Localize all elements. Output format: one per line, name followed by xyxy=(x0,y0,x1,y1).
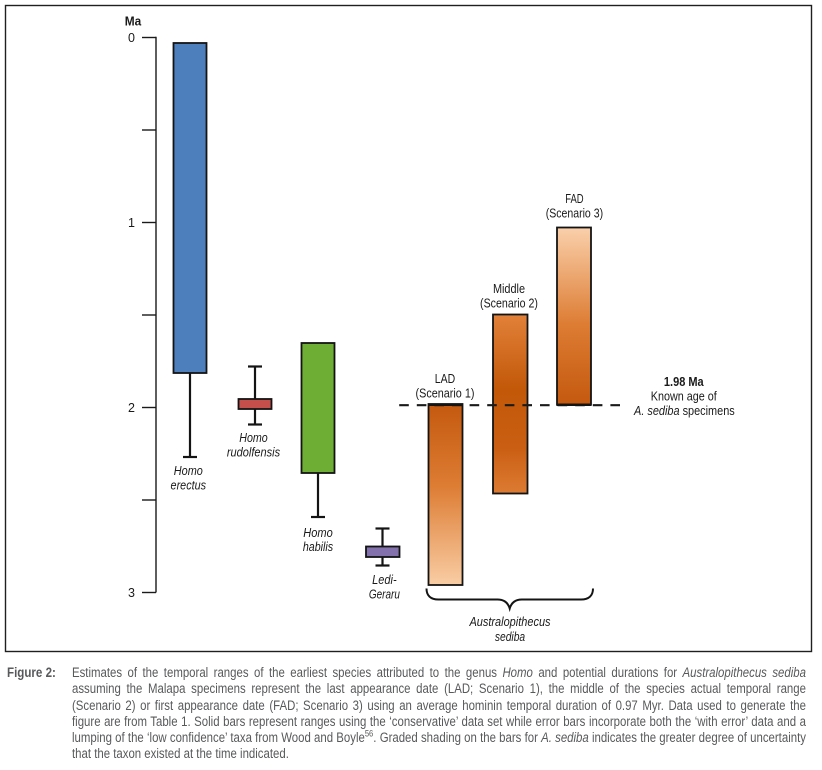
svg-text:Homo: Homo xyxy=(174,464,203,478)
svg-text:habilis: habilis xyxy=(303,540,333,554)
svg-text:Geraru: Geraru xyxy=(369,588,400,602)
svg-text:A. sediba specimens: A. sediba specimens xyxy=(633,404,735,418)
svg-text:2: 2 xyxy=(128,401,135,415)
svg-text:Homo: Homo xyxy=(239,431,268,445)
svg-text:erectus: erectus xyxy=(171,478,207,492)
svg-text:Middle: Middle xyxy=(493,282,525,296)
svg-text:1: 1 xyxy=(128,216,135,230)
svg-text:LAD: LAD xyxy=(435,372,455,386)
svg-text:3: 3 xyxy=(128,586,135,600)
svg-text:Ma: Ma xyxy=(125,15,142,29)
svg-text:Homo: Homo xyxy=(303,526,333,540)
svg-text:1.98 Ma: 1.98 Ma xyxy=(664,375,705,389)
svg-text:Ledi-: Ledi- xyxy=(372,573,397,587)
svg-text:(Scenario 2): (Scenario 2) xyxy=(480,296,538,310)
svg-text:Australopithecus: Australopithecus xyxy=(469,615,551,629)
svg-text:FAD: FAD xyxy=(565,192,583,206)
svg-text:Known age of: Known age of xyxy=(651,390,717,404)
svg-text:0: 0 xyxy=(128,31,135,45)
svg-text:sediba: sediba xyxy=(495,630,525,644)
svg-text:(Scenario 1): (Scenario 1) xyxy=(416,386,475,400)
svg-text:rudolfensis: rudolfensis xyxy=(227,445,280,459)
svg-text:(Scenario 3): (Scenario 3) xyxy=(546,206,603,220)
